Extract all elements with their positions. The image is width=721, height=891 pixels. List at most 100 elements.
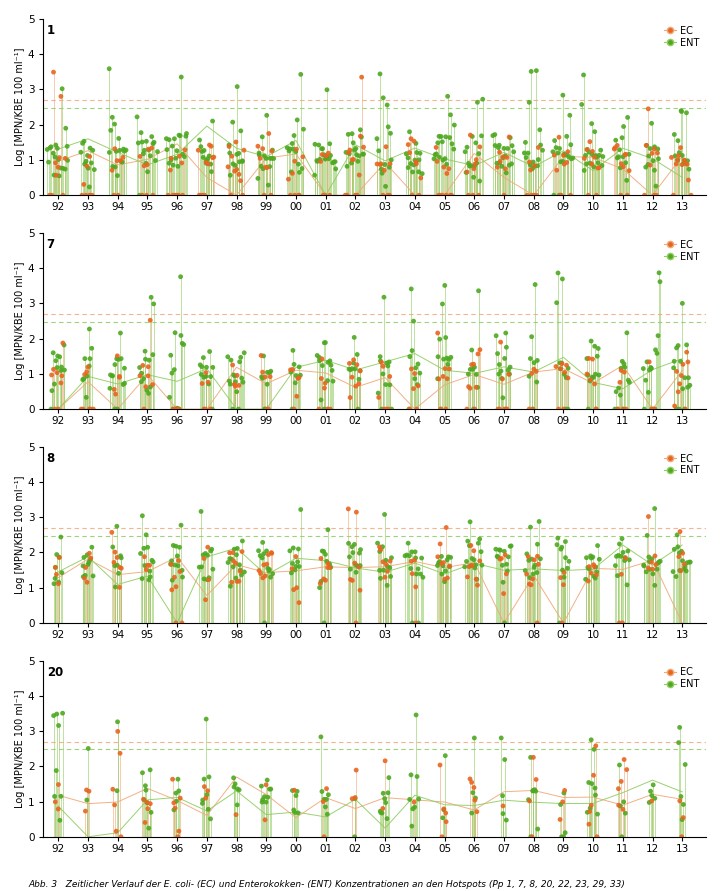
Point [523,577,535,592]
Point [114,369,125,383]
Point [295,368,306,382]
Point [474,140,485,154]
Point [78,551,89,565]
Point [468,552,479,567]
Point [583,560,595,574]
Point [172,772,184,786]
Point [50,568,62,582]
Point [585,566,597,580]
Legend: EC, ENT: EC, ENT [663,452,701,478]
Point [322,402,334,416]
Point [177,188,188,202]
Point [552,537,563,552]
Point [613,380,624,395]
Point [401,548,412,562]
Point [495,731,507,745]
Point [48,65,59,79]
Point [231,79,243,94]
Point [555,542,567,556]
Point [527,567,539,581]
Point [105,368,116,382]
Point [528,155,539,169]
Point [344,550,355,564]
Point [655,554,666,568]
Point [287,167,298,181]
Point [347,545,358,560]
Point [612,402,624,416]
Point [114,580,125,594]
Point [528,362,539,376]
Point [472,95,483,110]
Point [521,151,532,165]
Point [585,732,597,747]
Point [319,376,331,390]
Point [413,616,425,630]
Point [176,156,187,170]
Point [580,157,592,171]
Point [257,161,269,176]
Point [684,555,696,569]
Point [352,559,363,573]
Point [587,352,598,366]
Point [357,147,368,161]
Point [51,547,63,561]
Point [195,504,207,519]
Point [355,130,367,144]
Point [554,362,566,376]
Point [653,329,664,343]
Point [406,362,417,376]
Point [177,570,188,584]
Point [257,142,268,156]
Point [317,544,328,558]
Point [266,151,278,166]
Point [53,168,65,183]
Point [497,789,508,803]
Point [167,188,179,202]
Point [167,402,179,416]
Point [112,402,123,416]
Point [167,538,179,552]
Point [586,117,598,131]
Point [340,188,351,202]
Point [386,551,397,565]
Point [411,145,423,159]
Point [620,402,632,416]
Point [224,552,236,566]
Point [681,556,693,570]
Point [257,795,268,809]
Point [109,357,120,372]
Point [624,164,635,178]
Point [647,562,658,576]
Point [622,577,633,592]
Point [205,370,216,384]
Point [463,188,474,202]
Point [471,156,482,170]
Point [622,188,633,202]
Point [558,570,570,584]
Point [588,159,599,174]
Point [499,351,510,365]
Point [381,356,392,370]
Point [430,140,442,154]
Point [376,806,388,821]
Point [81,364,92,379]
Point [473,283,485,298]
Point [547,144,559,159]
Point [165,152,177,167]
Point [349,143,360,158]
Point [348,356,359,370]
Point [131,110,143,124]
Point [647,402,659,416]
Point [313,402,324,416]
Point [350,142,362,156]
Point [143,387,154,401]
Point [380,179,392,193]
Point [467,363,479,377]
Point [315,154,327,168]
Point [432,550,443,564]
Point [593,552,605,567]
Point [288,357,300,372]
Point [500,402,512,416]
Point [523,792,534,806]
Point [146,129,157,143]
